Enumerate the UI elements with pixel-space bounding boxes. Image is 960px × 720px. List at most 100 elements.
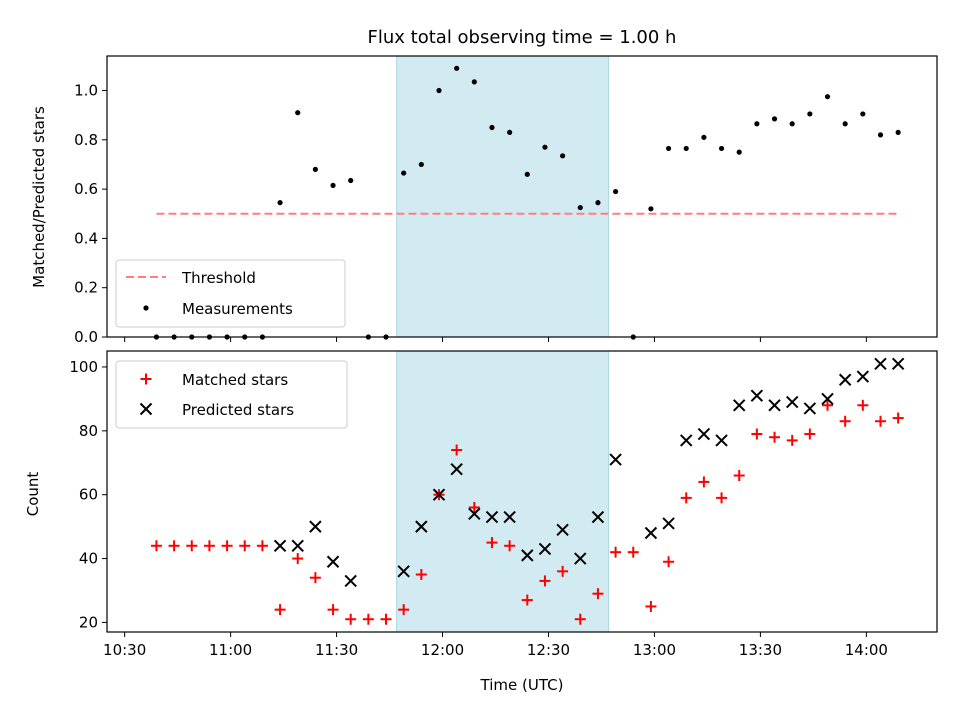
predicted-star-point [521,549,534,562]
measurement-point [754,121,760,127]
measurement-point [454,65,460,71]
top-ytick-label: 1.0 [74,82,98,100]
matched-star-point [892,412,904,424]
matched-star-point [539,575,551,587]
matched-star-point [857,399,869,411]
measurement-point [560,153,566,159]
predicted-star-point [326,555,340,568]
bottom-xtick-label: 13:30 [739,641,782,659]
matched-star-point [451,444,463,456]
matched-star-point [504,540,516,552]
matched-star-point [362,613,374,625]
legend-threshold-label: Threshold [181,269,256,287]
predicted-star-point [838,373,852,386]
matched-star-point [168,540,180,552]
predicted-star-point [415,520,428,533]
matched-star-point [380,613,392,625]
predicted-star-point [785,395,799,409]
measurement-point [701,134,707,140]
measurement-point [612,188,619,195]
measurement-point [789,121,795,127]
matched-star-point [221,540,233,552]
bottom-ylabel: Count [24,472,42,517]
measurement-point [277,200,283,206]
matched-star-point [186,540,198,552]
bottom-xtick-label: 12:00 [421,641,464,659]
matched-star-point [274,604,286,616]
legend-predicted-swatch [139,402,153,416]
bottom-ytick-label: 60 [79,486,98,504]
matched-star-point [698,476,710,488]
matched-star-point [733,470,745,482]
predicted-star-point [609,453,622,466]
predicted-star-point [291,539,304,552]
legend-predicted-label: Predicted stars [182,401,294,419]
top-ytick-label: 0.8 [74,131,98,149]
matched-star-point [468,501,480,513]
predicted-star-point [432,488,446,501]
predicted-star-point [750,389,764,402]
measurement-point [595,200,601,206]
predicted-star-point [715,434,728,447]
measurement-point [824,94,831,100]
matched-star-point [751,428,763,440]
bottom-ytick-label: 100 [69,358,98,376]
measurement-point [401,170,407,176]
legend-measurement-label: Measurements [182,300,293,318]
predicted-star-point [397,565,410,578]
predicted-star-point [803,402,817,415]
measurement-point [718,145,725,152]
predicted-star-point [768,399,781,412]
measurement-point [683,145,689,152]
predicted-star-point [273,539,287,552]
matched-star-point [256,540,268,552]
top-axes-frame [106,55,938,338]
matched-star-point [574,613,586,625]
matched-star-point [309,572,321,584]
matched-star-point [203,540,215,552]
measurement-point [524,171,530,177]
matched-star-point [627,546,639,558]
predicted-star-point [485,510,499,524]
top-legend-frame [115,259,346,328]
legend-predicted-marker [139,402,153,416]
top-y-axis: 0.0 0.2 0.4 0.6 0.8 1.0 [74,82,107,346]
predicted-star-point [556,523,569,537]
bottom-plot-area [150,350,905,633]
predicted-star-point [450,462,463,476]
matched-star-point [239,540,251,552]
top-x-axis [124,337,867,342]
measurement-point [489,124,495,131]
measurement-point [348,177,354,184]
matched-star-point [521,594,533,606]
bottom-ytick-label: 40 [79,550,98,568]
matched-star-point [786,434,798,446]
predicted-star-point [856,370,870,383]
matched-star-point [292,553,304,565]
bottom-xlabel: Time (UTC) [480,676,564,694]
top-ylabel: Matched/Predicted stars [30,106,48,288]
matched-star-point [592,588,604,600]
bottom-xtick-label: 11:30 [315,641,358,659]
predicted-star-point [574,552,587,565]
matched-star-point [716,492,728,504]
bottom-xtick-label: 12:30 [527,641,570,659]
matched-star-point [874,415,886,427]
predicted-star-point [891,357,905,370]
top-panel: 0.0 0.2 0.4 0.6 0.8 1.0 Matched/Predicted sta… [30,55,938,346]
measurement-point [877,132,884,138]
measurement-point [860,111,866,117]
bottom-x-axis: 10:30 11:00 11:30 12:00 12:30 13:00 13:30 14:00 [103,632,888,659]
matched-star-point [645,600,657,612]
measurement-point [842,121,848,127]
matched-star-point [415,569,427,581]
legend-matched-label: Matched stars [182,371,288,389]
bottom-y-axis: 20 40 60 80 100 [69,358,107,631]
chart-title: Flux total observing time = 1.00 h [368,27,677,48]
matched-star-point [663,556,675,568]
legend-measurement-swatch [143,305,149,311]
predicted-star-point [344,574,357,588]
measurement-point [418,161,424,168]
legend-matched-swatch [140,373,152,385]
bottom-xtick-label: 13:00 [633,641,676,659]
